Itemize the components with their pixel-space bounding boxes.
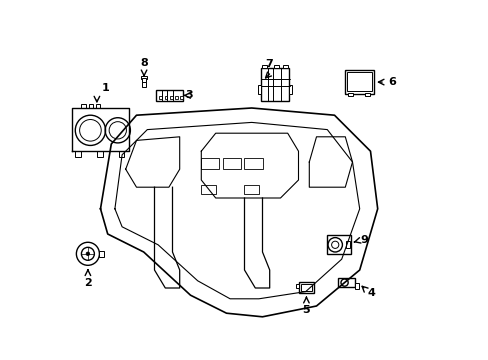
Bar	[159, 96, 162, 99]
Bar	[180, 96, 183, 99]
Bar	[164, 96, 167, 99]
Bar	[223, 158, 241, 169]
Bar	[244, 158, 262, 169]
Bar	[300, 284, 311, 291]
Bar	[365, 93, 370, 96]
Bar	[142, 78, 145, 83]
Bar	[345, 70, 373, 94]
Bar	[170, 96, 172, 99]
Bar	[99, 251, 104, 257]
Bar	[81, 104, 85, 108]
Text: 4: 4	[367, 288, 375, 298]
Bar	[261, 65, 266, 68]
Bar	[97, 151, 102, 157]
Text: 2: 2	[84, 278, 92, 288]
Bar	[337, 278, 355, 287]
Bar	[201, 185, 215, 194]
Text: 8: 8	[140, 58, 148, 68]
Bar	[96, 104, 100, 108]
Bar	[75, 151, 81, 157]
Text: 6: 6	[387, 77, 396, 87]
Text: 9: 9	[360, 235, 368, 246]
Bar	[142, 82, 146, 87]
Text: 1: 1	[102, 83, 109, 93]
Bar	[326, 235, 350, 254]
Bar	[355, 283, 358, 289]
Bar	[298, 282, 314, 293]
Bar	[175, 96, 178, 99]
Text: 3: 3	[185, 90, 192, 100]
Bar	[141, 76, 146, 79]
Bar	[156, 90, 183, 101]
Bar	[118, 151, 124, 157]
Bar	[283, 65, 288, 68]
Bar	[296, 284, 299, 288]
Bar	[288, 85, 292, 94]
Bar	[274, 65, 279, 68]
Circle shape	[86, 252, 89, 256]
Bar	[346, 241, 349, 248]
Bar	[347, 93, 352, 96]
Bar	[260, 68, 289, 101]
Text: 5: 5	[302, 305, 309, 315]
Bar	[244, 185, 258, 194]
Bar	[347, 72, 371, 91]
Bar	[201, 158, 219, 169]
Text: 7: 7	[264, 59, 272, 69]
Bar	[257, 85, 261, 94]
Bar	[88, 104, 93, 108]
